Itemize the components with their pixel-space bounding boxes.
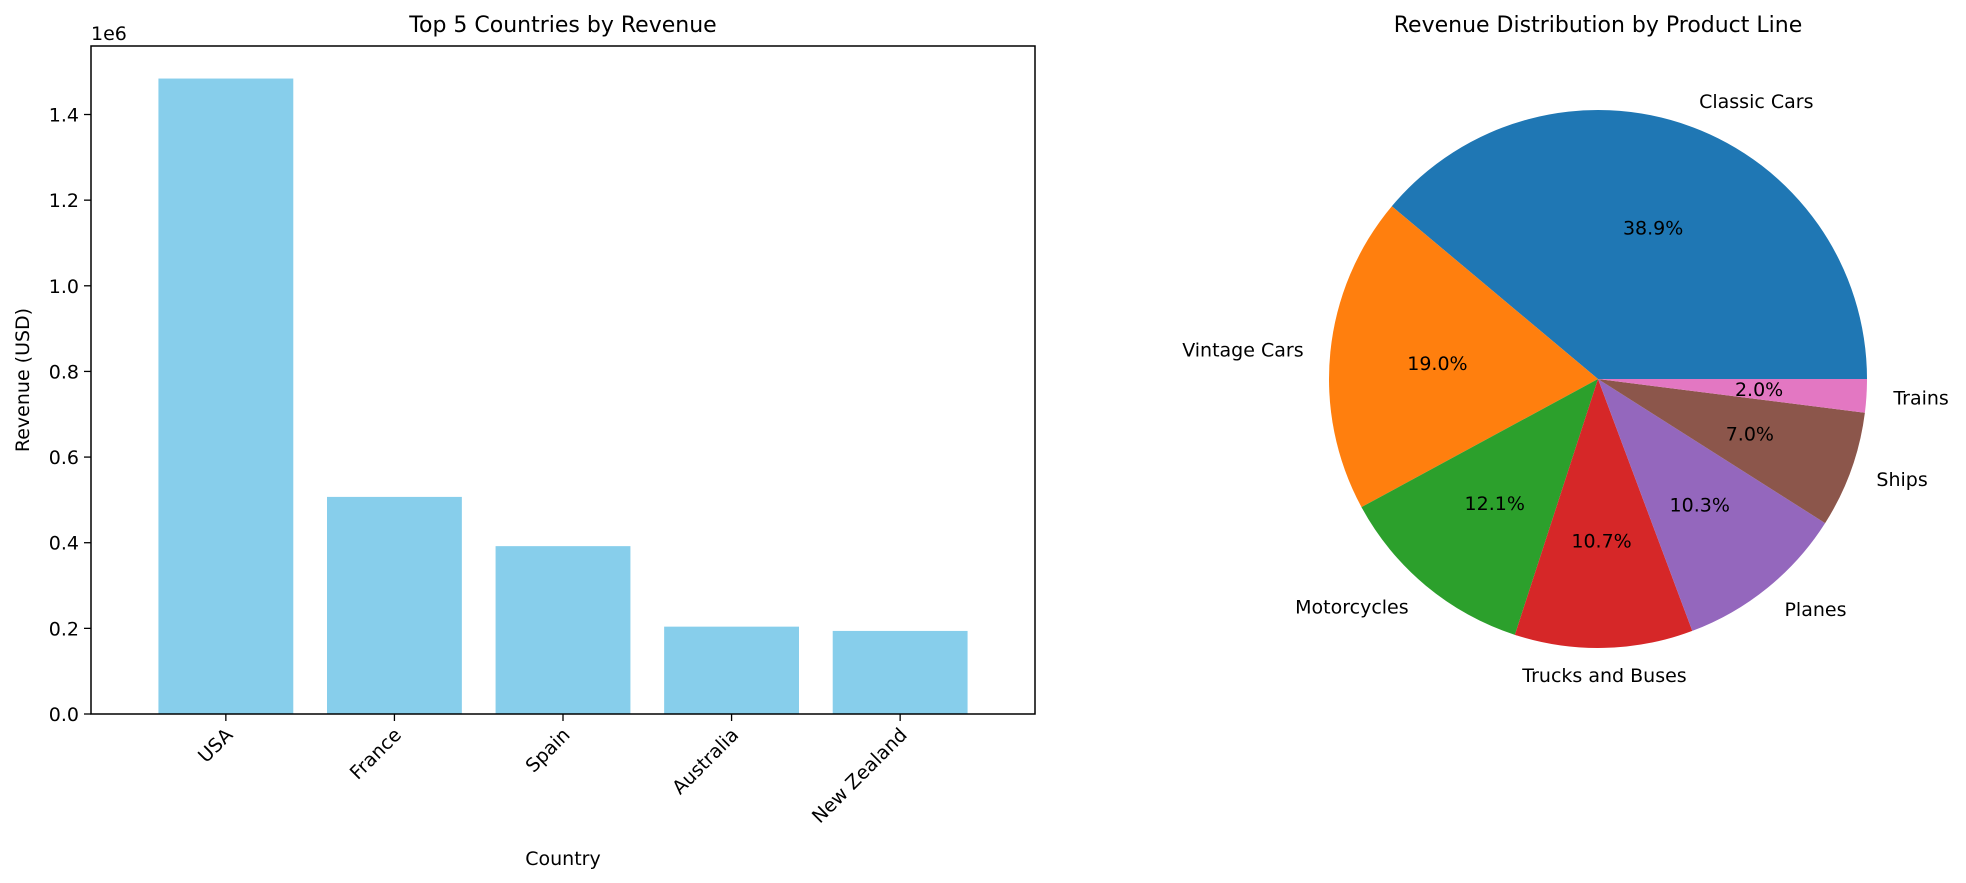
pie-chart: Revenue Distribution by Product Line Cla… <box>1182 13 1949 687</box>
pie-slice-percent: 2.0% <box>1735 379 1783 401</box>
bar <box>832 630 968 714</box>
bar <box>158 78 294 715</box>
x-tick-label: Australia <box>668 724 743 799</box>
bar <box>664 626 799 714</box>
y-offset-label: 1e6 <box>91 23 127 45</box>
pie-slice <box>1598 379 1865 524</box>
pie-slice <box>1598 379 1867 413</box>
pie-slice <box>1598 379 1826 631</box>
pie-slice-label: Trucks and Buses <box>1521 665 1686 687</box>
y-tick-label: 1.0 <box>49 276 79 298</box>
pie-slice-percent: 19.0% <box>1407 353 1467 375</box>
pie-labels: Classic Cars 38.9% Vintage Cars 19.0% Motorc… <box>1182 91 1949 687</box>
y-tick-label: 0.0 <box>49 704 79 726</box>
x-tick-label: Spain <box>521 724 574 777</box>
y-tick-label: 0.6 <box>49 447 79 469</box>
y-axis-label: Revenue (USD) <box>12 308 34 452</box>
pie-slice <box>1514 379 1693 649</box>
y-tick-label: 1.4 <box>49 105 79 127</box>
y-tick-label: 0.2 <box>49 618 79 640</box>
y-ticks: 0.0 0.2 0.4 0.6 0.8 1.0 1.2 1.4 <box>49 105 91 726</box>
pie-slice-label: Motorcycles <box>1295 596 1409 618</box>
pie-slice-label: Ships <box>1876 469 1927 491</box>
pie-slice <box>1329 206 1598 508</box>
pie-slice-percent: 12.1% <box>1465 493 1525 515</box>
pie-slice-label: Classic Cars <box>1699 91 1813 113</box>
bar-chart: Top 5 Countries by Revenue 1e6 0.0 0.2 0.4… <box>12 13 1036 870</box>
bar <box>495 546 631 714</box>
pie-slice-percent: 10.7% <box>1571 530 1631 552</box>
pie-slice-label: Trains <box>1892 388 1949 410</box>
pie-slice-percent: 7.0% <box>1726 424 1774 446</box>
pie-slice-percent: 10.3% <box>1670 494 1730 516</box>
y-tick-label: 1.2 <box>49 190 79 212</box>
pie-slices <box>1329 110 1867 649</box>
bar <box>327 496 462 714</box>
pie-slice-percent: 38.9% <box>1623 217 1683 239</box>
plot-frame <box>90 45 1036 715</box>
y-tick-label: 0.8 <box>49 361 79 383</box>
pie-slice-label: Vintage Cars <box>1182 339 1303 361</box>
x-ticks: USA France Spain Australia New Zealand <box>194 714 912 828</box>
pie-slice-label: Planes <box>1784 599 1846 621</box>
pie-slice <box>1361 379 1598 635</box>
x-tick-label: France <box>346 724 406 784</box>
pie-chart-title: Revenue Distribution by Product Line <box>1394 13 1803 38</box>
x-axis-label: Country <box>525 848 600 870</box>
x-tick-label: USA <box>194 724 237 767</box>
y-tick-label: 0.4 <box>49 533 79 555</box>
pie-slice <box>1391 110 1867 379</box>
bar-chart-title: Top 5 Countries by Revenue <box>408 13 716 38</box>
bars <box>158 78 968 715</box>
x-tick-label: New Zealand <box>808 724 912 828</box>
